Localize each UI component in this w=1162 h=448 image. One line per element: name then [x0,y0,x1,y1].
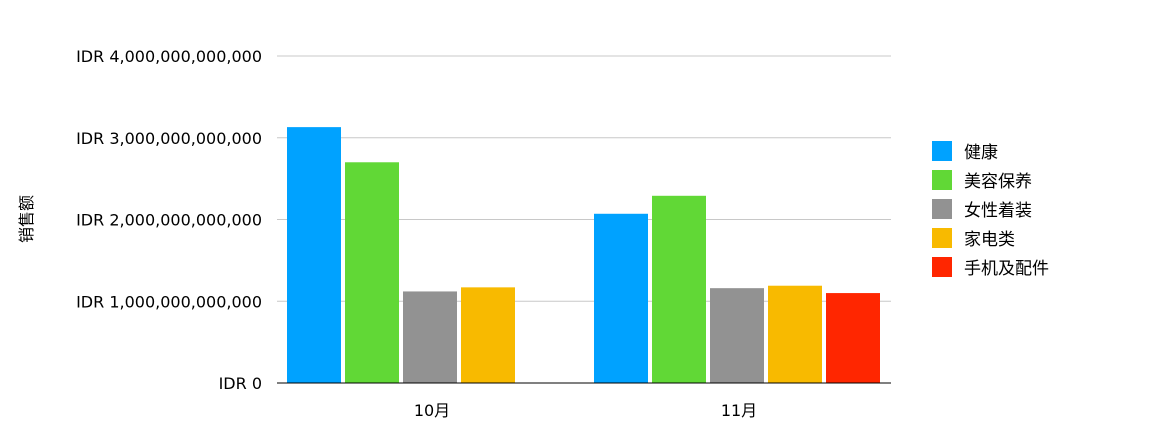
y-axis-title: 销售额 [17,195,36,243]
bar-2-3 [710,288,764,383]
legend-label-1: 健康 [964,143,998,163]
y-axis-ticks: IDR 0 IDR 1,000,000,000,000 IDR 2,000,000,… [76,47,262,393]
bar-1-1 [287,127,341,383]
bar-2-4 [768,285,822,383]
y-tick-label: IDR 0 [219,374,262,393]
legend-swatch-2 [932,170,952,190]
legend-label-5: 手机及配件 [964,259,1049,279]
bar-1-2 [345,162,399,383]
legend-swatch-3 [932,199,952,219]
bars [287,127,880,383]
legend-swatch-4 [932,228,952,248]
bar-1-3 [403,291,457,383]
y-tick-label: IDR 4,000,000,000,000 [76,47,262,66]
legend-label-3: 女性着装 [964,201,1032,221]
legend-label-2: 美容保养 [964,172,1032,192]
bar-1-4 [461,287,515,383]
x-category-label: 11月 [721,401,757,420]
y-tick-label: IDR 1,000,000,000,000 [76,292,262,311]
x-category-label: 10月 [414,401,450,420]
bar-2-2 [652,195,706,383]
x-axis-categories: 10月 11月 [414,401,757,420]
bar-2-5 [826,293,880,383]
y-tick-label: IDR 2,000,000,000,000 [76,211,262,230]
bar-2-1 [594,213,648,383]
legend-swatch-1 [932,141,952,161]
legend-swatch-5 [932,257,952,277]
legend-label-4: 家电类 [964,230,1015,250]
y-tick-label: IDR 3,000,000,000,000 [76,129,262,148]
